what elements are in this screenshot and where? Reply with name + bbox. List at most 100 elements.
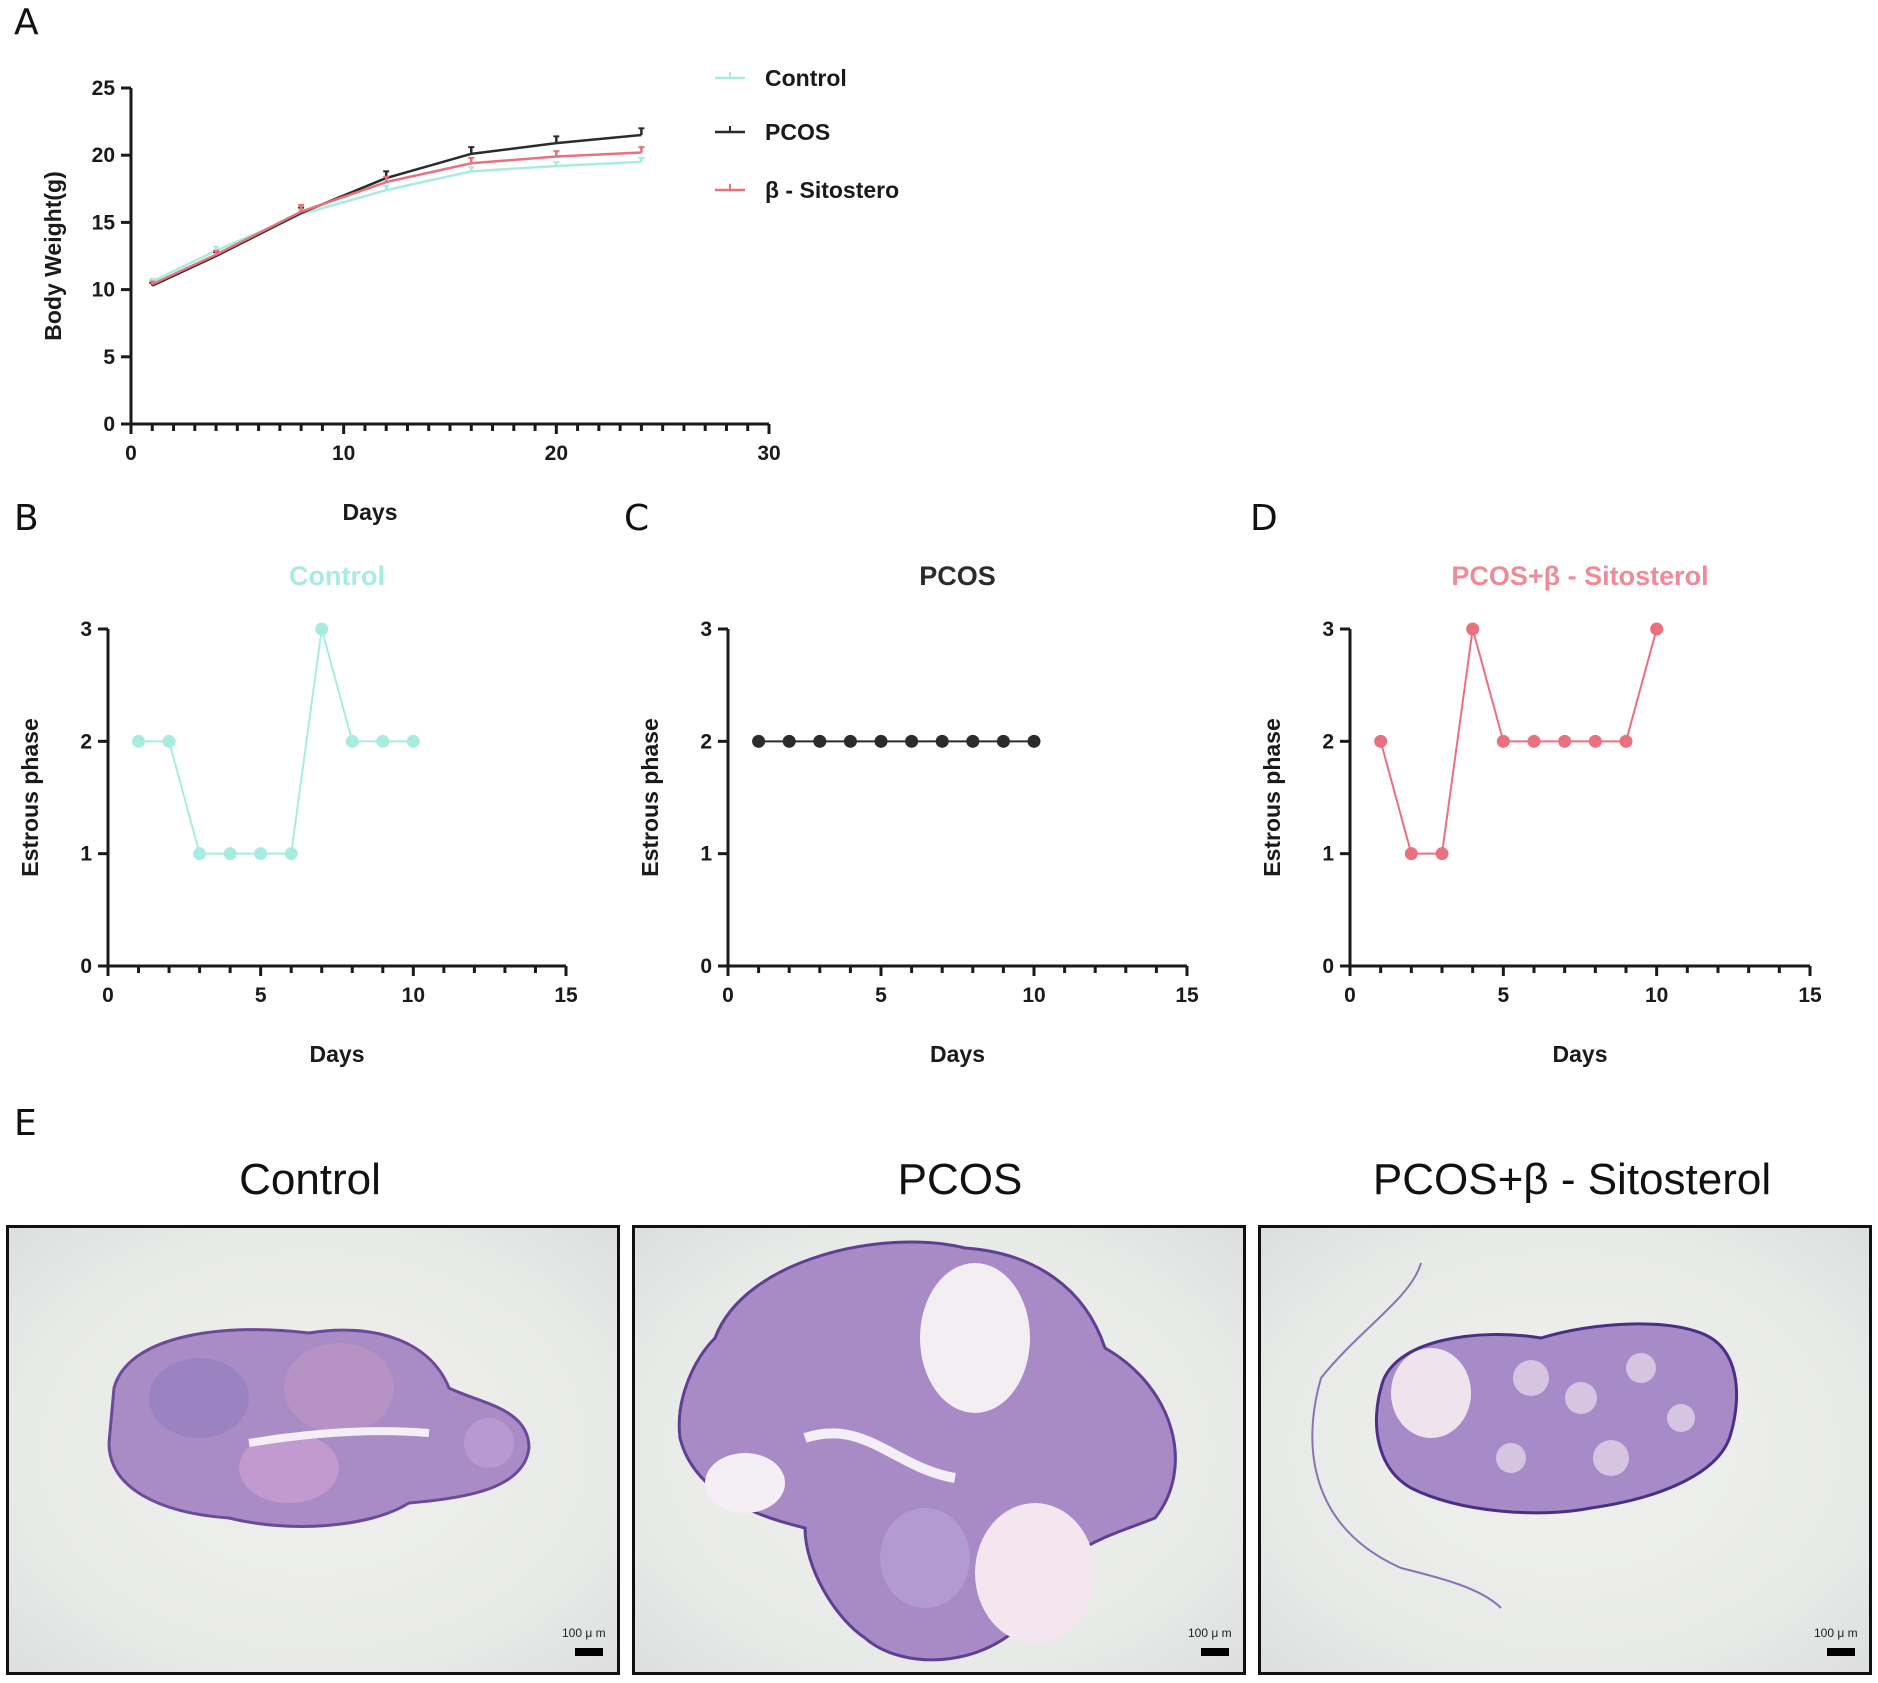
series-line-pcos: [151, 133, 642, 287]
follicle: [1496, 1443, 1526, 1473]
data-point: [1027, 734, 1041, 748]
data-point: [406, 734, 420, 748]
x-tick-label: 10: [332, 442, 355, 465]
chart-title: PCOS+β - Sitosterol: [1451, 561, 1708, 591]
panel-letter-a: A: [14, 2, 39, 43]
data-point: [1650, 622, 1664, 636]
legend-label-sitosterol: β - Sitostero: [765, 177, 899, 203]
data-point: [193, 847, 207, 861]
data-point: [1558, 734, 1572, 748]
stroma-gap: [248, 1427, 430, 1447]
panel-letter-b: B: [14, 498, 39, 539]
y-tick-label: 1: [80, 843, 92, 866]
follicle: [880, 1508, 970, 1608]
series-line--sitostero: [151, 151, 642, 286]
data-point: [1619, 734, 1633, 748]
data-point: [782, 734, 796, 748]
ovary-section-sitosterol: [1311, 1262, 1739, 1609]
x-tick-label: 0: [125, 442, 137, 465]
follicle: [464, 1418, 514, 1468]
y-tick-label: 0: [1322, 955, 1334, 978]
data-point: [1496, 734, 1510, 748]
cystic-follicle: [975, 1503, 1095, 1643]
y-tick-label: 2: [80, 730, 92, 753]
x-tick-label: 5: [1497, 984, 1509, 1007]
data-point: [874, 734, 888, 748]
body-weight-chart: 0 10 20 30 0 5 10 15 20 25 Days Body Weight(g): [40, 77, 781, 525]
y-tick-label: 1: [1322, 843, 1334, 866]
follicle: [1626, 1353, 1656, 1383]
y-tick-label: 0: [103, 413, 115, 436]
y-tick-label: 3: [1322, 618, 1334, 641]
chart-title: Control: [289, 561, 385, 591]
data-point: [996, 734, 1010, 748]
histology-image-sitosterol: 100 μ m: [1258, 1225, 1872, 1675]
follicle: [1565, 1382, 1597, 1414]
x-tick-label: 0: [102, 984, 114, 1007]
legend-item-pcos: PCOS: [715, 119, 830, 145]
corpus-luteum: [239, 1433, 339, 1503]
histo-title-control: Control: [239, 1155, 381, 1204]
histology-image-control: 100 μ m: [6, 1225, 620, 1675]
panel-letter-e: E: [14, 1103, 37, 1144]
estrous-chart-control: 0 5 10 15 0 1 2 3 Days Estrous phase Control: [17, 561, 578, 1067]
scale-label: 100 μ m: [1814, 1626, 1858, 1640]
follicle: [1513, 1360, 1549, 1396]
y-tick-label: 20: [92, 144, 115, 167]
x-axis-label: Days: [1553, 1041, 1608, 1067]
panel-letter-d: D: [1250, 498, 1278, 539]
data-point: [132, 734, 146, 748]
estrous-chart-pcos: 0 5 10 15 0 1 2 3 Days Estrous phase PCOS: [637, 561, 1199, 1067]
histology-image-pcos: 100 μ m: [632, 1225, 1246, 1675]
fallopian-tissue: [1311, 1262, 1502, 1609]
series-line-pcos-sitosterol: [1379, 628, 1658, 855]
data-point: [1588, 734, 1602, 748]
scale-bar: [1201, 1648, 1229, 1656]
legend: Control PCOS β - Sitostero: [715, 65, 899, 203]
data-point: [935, 734, 949, 748]
y-tick-label: 3: [80, 618, 92, 641]
data-point: [376, 734, 390, 748]
chart-title: PCOS: [919, 561, 996, 591]
data-point: [1466, 622, 1480, 636]
histo-title-pcos: PCOS: [897, 1155, 1023, 1204]
y-tick-label: 15: [92, 211, 116, 234]
estrous-chart-sitosterol: 0 5 10 15 0 1 2 3 Days Estrous phase PCOS+β - Sito…: [1259, 561, 1822, 1067]
data-point: [905, 734, 919, 748]
data-point: [284, 847, 298, 861]
x-tick-label: 5: [875, 984, 887, 1007]
data-point: [254, 847, 268, 861]
corpus-luteum: [284, 1343, 394, 1433]
x-tick-label: 15: [1798, 984, 1822, 1007]
y-tick-label: 2: [700, 730, 712, 753]
scale-bar: [575, 1648, 603, 1656]
data-point: [1435, 847, 1449, 861]
panel-letter-c: C: [624, 498, 649, 539]
data-point: [966, 734, 980, 748]
x-tick-label: 10: [402, 984, 425, 1007]
y-tick-label: 1: [700, 843, 712, 866]
ovary-section-pcos: [677, 1240, 1177, 1662]
legend-label-control: Control: [765, 65, 847, 91]
x-tick-label: 10: [1022, 984, 1045, 1007]
data-point: [223, 847, 237, 861]
ovary-section-control: [107, 1328, 531, 1528]
y-axis-label: Estrous phase: [637, 718, 663, 877]
legend-label-pcos: PCOS: [765, 119, 830, 145]
scale-label: 100 μ m: [1188, 1626, 1232, 1640]
data-point: [1404, 847, 1418, 861]
y-tick-label: 25: [92, 77, 116, 100]
data-point: [162, 734, 176, 748]
follicle: [1667, 1404, 1695, 1432]
x-axis-label: Days: [930, 1041, 985, 1067]
y-tick-label: 0: [700, 955, 712, 978]
histo-title-sitosterol: PCOS+β - Sitosterol: [1372, 1155, 1772, 1204]
y-tick-label: 3: [700, 618, 712, 641]
x-axis-label: Days: [343, 499, 398, 525]
x-tick-label: 0: [722, 984, 734, 1007]
y-tick-label: 10: [92, 279, 115, 302]
cystic-follicle: [705, 1453, 785, 1513]
scale-label: 100 μ m: [562, 1626, 606, 1640]
y-axis-label: Estrous phase: [1259, 718, 1285, 877]
